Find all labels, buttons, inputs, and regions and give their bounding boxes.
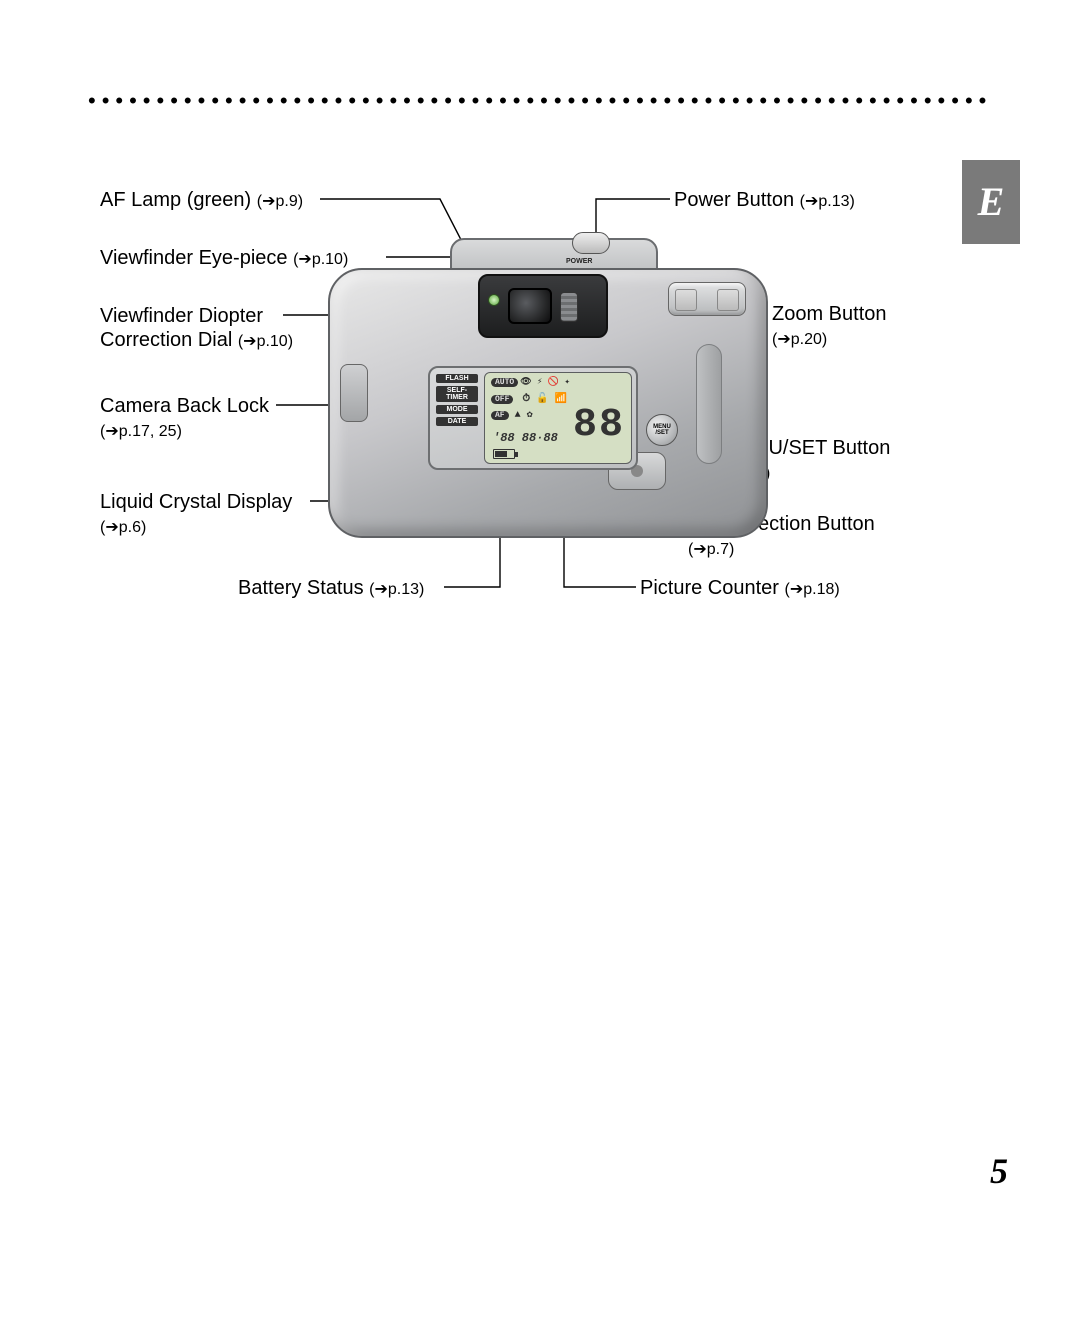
label-lcd: Liquid Crystal Display (➔p.6)	[100, 490, 292, 538]
lcd-time: '88 88·88	[493, 431, 558, 445]
page-number: 5	[990, 1150, 1008, 1192]
af-lamp-icon	[488, 294, 500, 306]
label-af-lamp: AF Lamp (green) (➔p.9)	[100, 188, 303, 212]
section-tab: E	[962, 160, 1020, 244]
camera-diagram: POWER MENU /SET FLASH SELF- TIMER MODE D…	[328, 216, 768, 546]
viewfinder-eyepiece-icon	[508, 288, 552, 324]
label-diopter: Viewfinder Diopter Correction Dial (➔p.1…	[100, 304, 293, 352]
grip-ridge	[696, 344, 722, 464]
lcd-side-labels: FLASH SELF- TIMER MODE DATE	[436, 374, 478, 429]
back-lock-icon	[340, 364, 368, 422]
menu-set-button-icon: MENU /SET	[646, 414, 678, 446]
label-back-lock: Camera Back Lock (➔p.17, 25)	[100, 394, 269, 442]
zoom-button-icon	[668, 282, 746, 316]
picture-counter-digits: 88	[573, 403, 625, 448]
lcd-screen: AUTO👁 ⚡ 🚫 ✦ OFF ⏱ 🔓 📶 AF ▲ ✿ 88 '88 88·8…	[484, 372, 632, 464]
label-counter: Picture Counter (➔p.18)	[640, 576, 840, 600]
diopter-dial-icon	[560, 292, 578, 322]
battery-icon	[493, 449, 515, 459]
dotted-rule: ••••••••••••••••••••••••••••••••••••••••…	[88, 88, 1000, 114]
label-zoom: Zoom Button (➔p.20)	[772, 302, 887, 350]
power-button-icon	[572, 232, 610, 254]
label-battery: Battery Status (➔p.13)	[238, 576, 424, 600]
label-viewfinder: Viewfinder Eye-piece (➔p.10)	[100, 246, 348, 270]
power-text: POWER	[566, 258, 592, 265]
label-power: Power Button (➔p.13)	[674, 188, 855, 212]
